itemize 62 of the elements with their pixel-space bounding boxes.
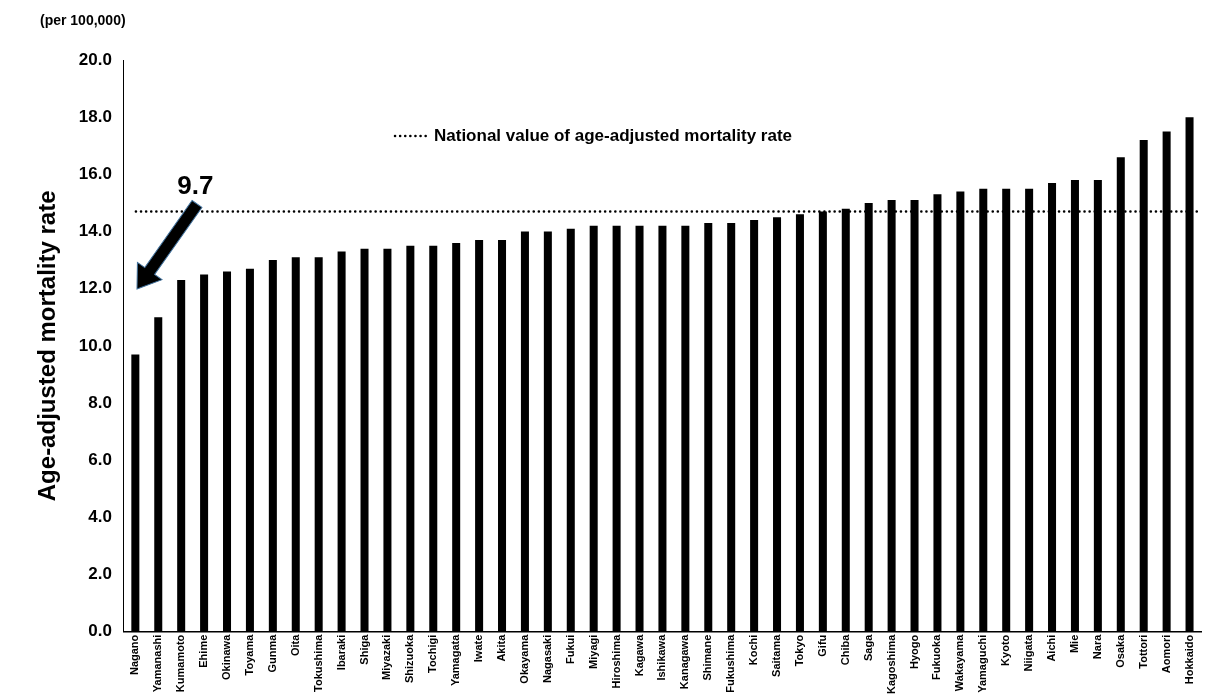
x-tick-label: Mie (1067, 634, 1080, 654)
x-tick-label: Okinawa (220, 633, 233, 680)
y-axis-title: Age-adjusted mortality rate (33, 190, 61, 502)
x-tick-label: Ibaraki (334, 634, 347, 671)
x-tick-label: Tottori (1136, 634, 1149, 669)
x-tick-label: Yamagata (449, 633, 462, 687)
y-tick-label: 8.0 (88, 392, 112, 412)
legend-label: National value of age-adjusted mortality rate (434, 125, 793, 145)
x-tick-label: Kagoshima (884, 633, 897, 695)
y-tick-label: 14.0 (78, 221, 112, 241)
y-tick-label: 6.0 (88, 449, 112, 469)
x-tick-label: Yamanashi (151, 634, 164, 693)
x-tick-label: Gifu (815, 634, 828, 657)
y-tick-label: 2.0 (88, 564, 112, 584)
x-tick-label: Gunma (265, 633, 278, 673)
x-tick-label: Wakayama (953, 633, 966, 692)
x-tick-label: Tochigi (426, 634, 439, 674)
annotation: 9.7 (177, 169, 214, 200)
x-tick-label: Aomori (1159, 634, 1172, 674)
x-tick-label: Kanagawa (678, 633, 691, 690)
x-tick-label: Miyagi (586, 634, 599, 669)
y-tick-label: 10.0 (78, 335, 112, 355)
y-tick-label: 4.0 (88, 507, 112, 527)
x-tick-label: Akita (495, 633, 508, 662)
x-tick-label: Fukuoka (930, 633, 943, 680)
y-tick-label: 20.0 (78, 49, 112, 69)
x-tick-label: Shimane (701, 634, 714, 681)
x-tick-label: Kumamoto (174, 634, 187, 693)
x-tick-label: Osaka (1113, 633, 1126, 668)
x-tick-label: Fukui (563, 634, 576, 665)
x-tick-label: Miyazaki (380, 634, 393, 680)
x-tick-label: Oita (288, 633, 301, 657)
x-tick-label: Nara (1090, 633, 1103, 660)
x-tick-label: Aichi (1045, 634, 1058, 662)
y-tick-label: 12.0 (78, 278, 112, 298)
x-tick-label: Chiba (838, 633, 851, 666)
x-tick-label: Nagasaki (540, 634, 553, 684)
x-tick-label: Tokushima (311, 633, 324, 692)
x-tick-label: Toyama (242, 633, 255, 676)
text: (per 100,000) (40, 11, 126, 28)
x-tick-label: Okayama (517, 633, 530, 684)
x-tick-label: Tokyo (792, 634, 805, 667)
x-tick-label: Yamaguchi (976, 634, 989, 693)
y-tick-label: 18.0 (78, 106, 112, 126)
x-tick-label: Ehime (197, 634, 210, 668)
y-tick-label: 0.0 (88, 621, 112, 641)
x-tick-label: Nagano (128, 634, 141, 676)
x-tick-label: Ishikawa (655, 633, 668, 681)
y-tick-label: 16.0 (78, 164, 112, 184)
x-tick-label: Saga (861, 633, 874, 662)
x-tick-label: Hokkaido (1182, 634, 1195, 685)
x-tick-label: Fukushima (724, 633, 737, 693)
x-tick-label: Niigata (1022, 633, 1035, 672)
x-tick-label: Shizuoka (403, 633, 416, 684)
x-tick-label: Hiroshima (609, 633, 622, 689)
x-tick-label: Saitama (770, 633, 783, 677)
x-tick-label: Iwate (472, 634, 485, 663)
x-tick-label: Shiga (357, 633, 370, 665)
x-tick-label: Kochi (747, 634, 760, 666)
x-tick-label: Hyogo (907, 634, 920, 669)
x-tick-label: Kagawa (632, 633, 645, 677)
x-tick-label: Kyoto (999, 634, 1012, 666)
